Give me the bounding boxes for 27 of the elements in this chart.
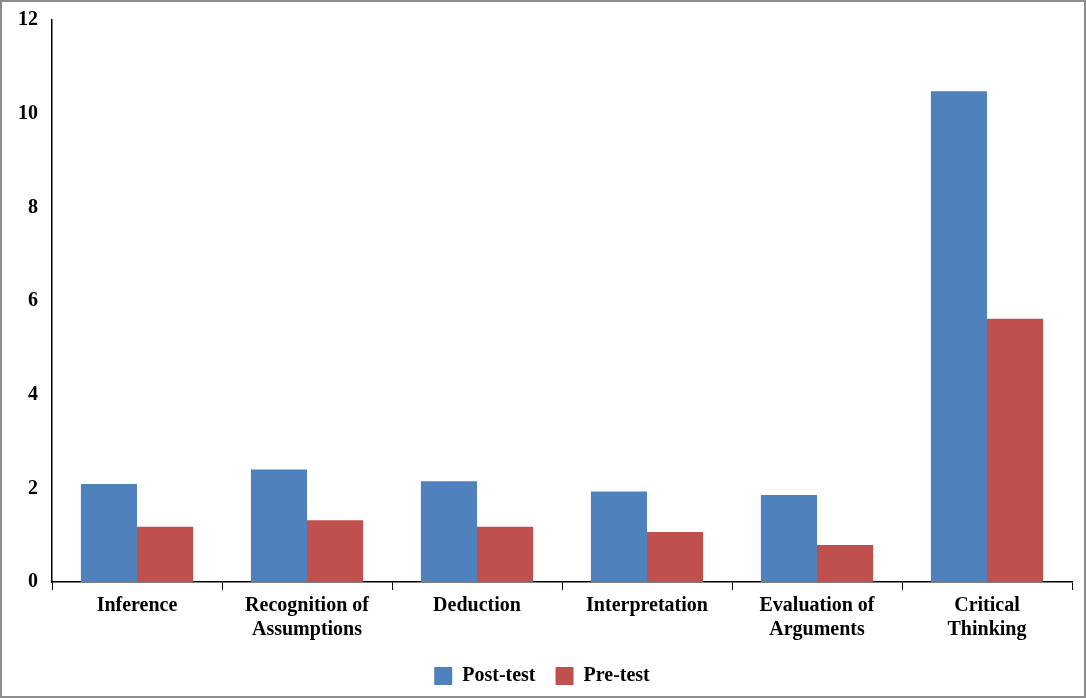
y-tick-label: 2 (28, 475, 38, 498)
bar (987, 318, 1044, 582)
y-tick-label: 10 (18, 100, 38, 123)
y-tick-label: 0 (28, 569, 38, 592)
bar (590, 491, 647, 582)
x-tick-label: Critical Thinking (947, 593, 1027, 641)
bar (817, 545, 874, 582)
bar (930, 91, 987, 582)
bar (307, 520, 364, 582)
bar (477, 526, 534, 582)
x-tick-label: Interpretation (586, 593, 708, 617)
y-tick-label: 8 (28, 194, 38, 217)
x-tick-label: Evaluation of Arguments (759, 593, 875, 641)
y-tick-label: 12 (18, 7, 38, 30)
bar (760, 494, 817, 582)
legend-label: Post-test (462, 663, 536, 686)
legend-label: Pre-test (583, 663, 651, 686)
bar (647, 531, 704, 582)
y-tick-label: 6 (28, 288, 38, 311)
x-tick-label: Recognition of Assumptions (245, 593, 370, 641)
bar (250, 469, 307, 582)
y-tick-label: 4 (28, 381, 38, 404)
bar (80, 484, 137, 582)
x-tick-label: Inference (96, 593, 178, 616)
bar (137, 526, 194, 582)
x-tick-label: Deduction (433, 593, 521, 616)
bar (420, 481, 477, 582)
